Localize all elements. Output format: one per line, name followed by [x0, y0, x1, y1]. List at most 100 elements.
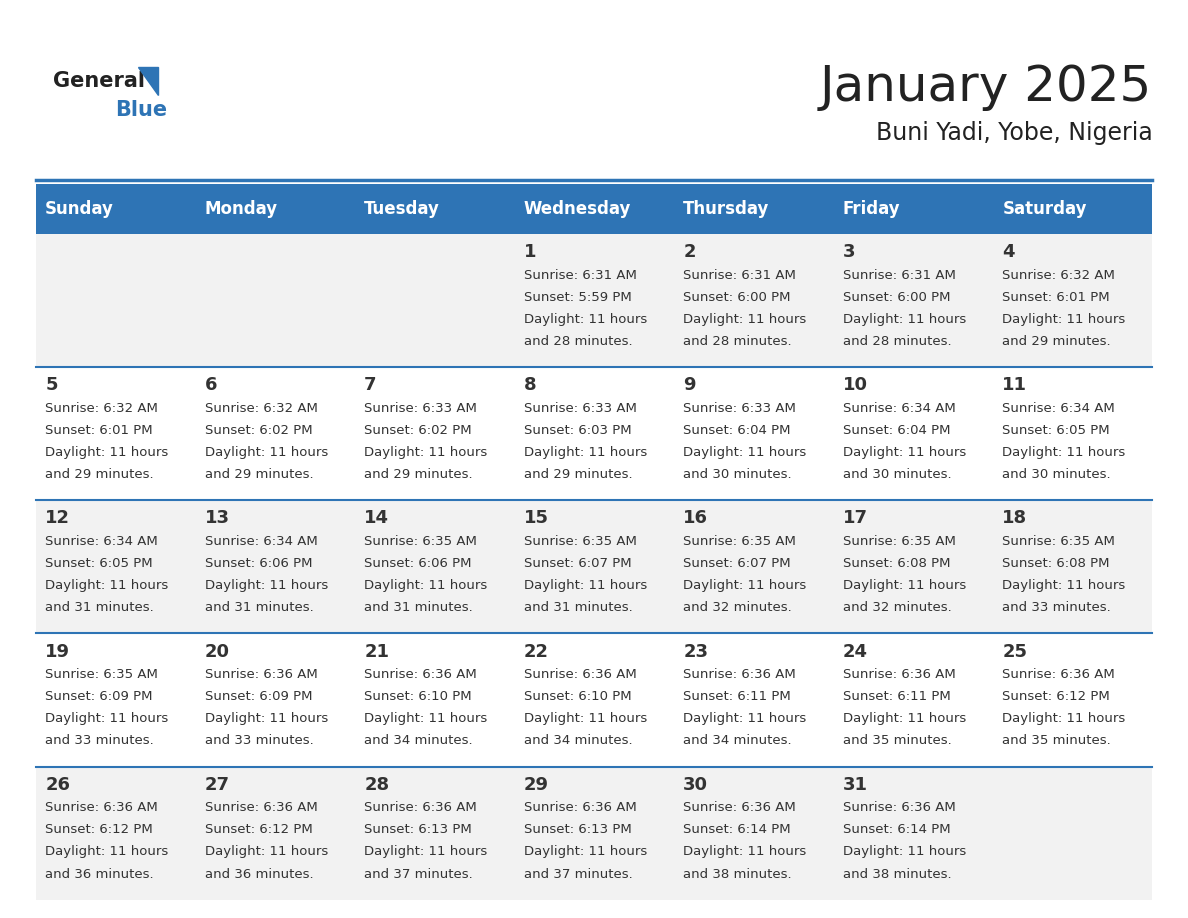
Text: 23: 23	[683, 643, 708, 661]
Text: Daylight: 11 hours: Daylight: 11 hours	[365, 845, 487, 858]
Text: Sunrise: 6:36 AM: Sunrise: 6:36 AM	[683, 668, 796, 681]
Text: Sunrise: 6:36 AM: Sunrise: 6:36 AM	[524, 668, 637, 681]
Text: Sunset: 6:05 PM: Sunset: 6:05 PM	[45, 557, 153, 570]
Bar	[514, 367, 674, 500]
Text: Daylight: 11 hours: Daylight: 11 hours	[842, 712, 966, 725]
Text: and 38 minutes.: and 38 minutes.	[683, 868, 792, 880]
Text: Sunset: 6:04 PM: Sunset: 6:04 PM	[842, 424, 950, 437]
Text: Daylight: 11 hours: Daylight: 11 hours	[204, 712, 328, 725]
Bar	[195, 633, 355, 767]
Text: Sunrise: 6:34 AM: Sunrise: 6:34 AM	[842, 402, 955, 415]
Text: Daylight: 11 hours: Daylight: 11 hours	[45, 712, 169, 725]
Text: 22: 22	[524, 643, 549, 661]
Text: Daylight: 11 hours: Daylight: 11 hours	[204, 845, 328, 858]
Text: 15: 15	[524, 509, 549, 528]
Text: Sunset: 6:10 PM: Sunset: 6:10 PM	[365, 690, 472, 703]
Text: and 37 minutes.: and 37 minutes.	[524, 868, 632, 880]
Text: 28: 28	[365, 776, 390, 794]
Text: Sunrise: 6:32 AM: Sunrise: 6:32 AM	[204, 402, 317, 415]
Bar	[355, 184, 514, 234]
Text: Sunset: 6:09 PM: Sunset: 6:09 PM	[204, 690, 312, 703]
Text: Sunset: 6:12 PM: Sunset: 6:12 PM	[1003, 690, 1110, 703]
Text: Sunrise: 6:34 AM: Sunrise: 6:34 AM	[1003, 402, 1116, 415]
Text: Friday: Friday	[842, 200, 901, 218]
Bar	[355, 367, 514, 500]
Text: Sunrise: 6:36 AM: Sunrise: 6:36 AM	[842, 668, 955, 681]
Text: 5: 5	[45, 376, 58, 395]
Bar	[36, 184, 195, 234]
Text: and 34 minutes.: and 34 minutes.	[683, 734, 792, 747]
Text: Daylight: 11 hours: Daylight: 11 hours	[204, 579, 328, 592]
Bar	[514, 234, 674, 367]
Text: 11: 11	[1003, 376, 1028, 395]
Bar	[195, 184, 355, 234]
Text: Sunset: 6:08 PM: Sunset: 6:08 PM	[1003, 557, 1110, 570]
Text: Sunset: 6:12 PM: Sunset: 6:12 PM	[204, 823, 312, 836]
Text: Daylight: 11 hours: Daylight: 11 hours	[524, 712, 647, 725]
Bar	[195, 234, 355, 367]
Text: Daylight: 11 hours: Daylight: 11 hours	[45, 845, 169, 858]
Text: Daylight: 11 hours: Daylight: 11 hours	[524, 313, 647, 326]
Text: Sunset: 6:00 PM: Sunset: 6:00 PM	[683, 291, 791, 304]
Text: 30: 30	[683, 776, 708, 794]
Text: Daylight: 11 hours: Daylight: 11 hours	[365, 446, 487, 459]
Text: 21: 21	[365, 643, 390, 661]
Bar	[993, 367, 1152, 500]
Bar	[993, 767, 1152, 900]
Text: and 28 minutes.: and 28 minutes.	[524, 335, 632, 348]
Text: Sunset: 6:14 PM: Sunset: 6:14 PM	[842, 823, 950, 836]
Text: and 38 minutes.: and 38 minutes.	[842, 868, 952, 880]
Text: and 29 minutes.: and 29 minutes.	[524, 468, 632, 481]
Text: Sunset: 5:59 PM: Sunset: 5:59 PM	[524, 291, 632, 304]
Text: Sunrise: 6:35 AM: Sunrise: 6:35 AM	[524, 535, 637, 548]
Text: Sunrise: 6:36 AM: Sunrise: 6:36 AM	[45, 801, 158, 814]
Text: 6: 6	[204, 376, 217, 395]
Text: Sunset: 6:02 PM: Sunset: 6:02 PM	[204, 424, 312, 437]
Text: January 2025: January 2025	[820, 63, 1152, 111]
Bar	[993, 184, 1152, 234]
Text: Daylight: 11 hours: Daylight: 11 hours	[683, 446, 807, 459]
Text: Sunrise: 6:36 AM: Sunrise: 6:36 AM	[365, 668, 476, 681]
Bar	[355, 500, 514, 633]
Text: and 29 minutes.: and 29 minutes.	[204, 468, 314, 481]
Text: Sunrise: 6:36 AM: Sunrise: 6:36 AM	[204, 668, 317, 681]
Text: 1: 1	[524, 243, 536, 262]
Bar	[674, 767, 833, 900]
Text: 10: 10	[842, 376, 867, 395]
Text: Sunset: 6:14 PM: Sunset: 6:14 PM	[683, 823, 791, 836]
Bar	[833, 767, 993, 900]
Text: General: General	[53, 71, 145, 91]
Bar	[36, 767, 195, 900]
Text: and 35 minutes.: and 35 minutes.	[1003, 734, 1111, 747]
Text: Daylight: 11 hours: Daylight: 11 hours	[1003, 579, 1125, 592]
Text: Sunset: 6:13 PM: Sunset: 6:13 PM	[365, 823, 472, 836]
Text: and 29 minutes.: and 29 minutes.	[365, 468, 473, 481]
Bar	[355, 767, 514, 900]
Text: 4: 4	[1003, 243, 1015, 262]
Bar	[36, 234, 195, 367]
Text: and 33 minutes.: and 33 minutes.	[204, 734, 314, 747]
Bar	[833, 184, 993, 234]
Text: Sunrise: 6:36 AM: Sunrise: 6:36 AM	[204, 801, 317, 814]
Text: Wednesday: Wednesday	[524, 200, 631, 218]
Text: Sunset: 6:06 PM: Sunset: 6:06 PM	[365, 557, 472, 570]
Text: 29: 29	[524, 776, 549, 794]
Text: and 31 minutes.: and 31 minutes.	[365, 601, 473, 614]
Text: and 33 minutes.: and 33 minutes.	[45, 734, 154, 747]
Text: Daylight: 11 hours: Daylight: 11 hours	[683, 845, 807, 858]
Text: Monday: Monday	[204, 200, 278, 218]
Text: Sunrise: 6:34 AM: Sunrise: 6:34 AM	[204, 535, 317, 548]
Bar	[514, 767, 674, 900]
Text: and 37 minutes.: and 37 minutes.	[365, 868, 473, 880]
Text: and 29 minutes.: and 29 minutes.	[1003, 335, 1111, 348]
Bar	[355, 633, 514, 767]
Bar	[993, 500, 1152, 633]
Text: Sunrise: 6:36 AM: Sunrise: 6:36 AM	[683, 801, 796, 814]
Text: 20: 20	[204, 643, 229, 661]
Text: Daylight: 11 hours: Daylight: 11 hours	[365, 579, 487, 592]
Text: Sunrise: 6:31 AM: Sunrise: 6:31 AM	[842, 269, 955, 282]
Bar	[674, 500, 833, 633]
Bar	[514, 184, 674, 234]
Text: Sunset: 6:01 PM: Sunset: 6:01 PM	[45, 424, 153, 437]
Bar	[195, 367, 355, 500]
